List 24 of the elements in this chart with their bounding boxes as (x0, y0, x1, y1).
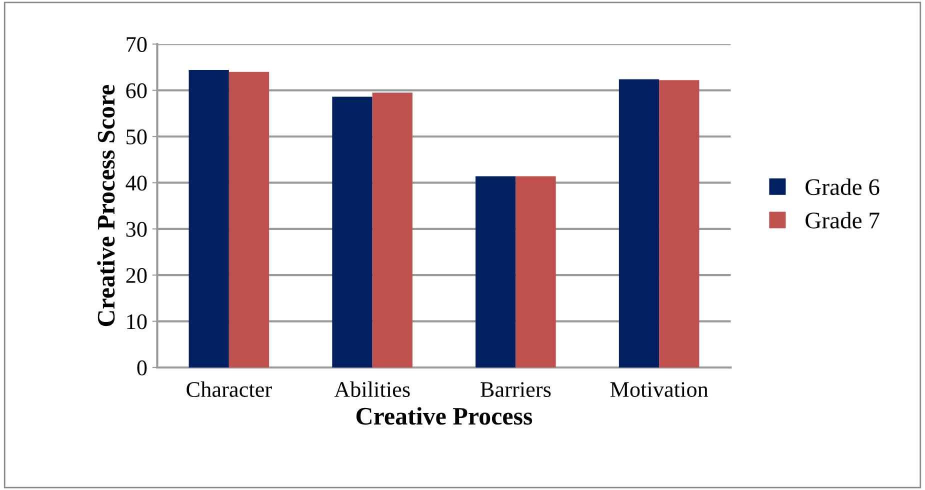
y-tick-label: 30 (126, 222, 147, 237)
legend-label: Grade 7 (806, 212, 880, 228)
bar (618, 79, 660, 368)
y-axis-title: Creative Process Score (97, 84, 115, 326)
x-axis-title: Creative Process (356, 407, 532, 425)
bar (188, 70, 229, 368)
y-tick-label: 40 (126, 176, 147, 191)
y-tick-label: 20 (126, 268, 147, 284)
x-tick-label: Abilities (334, 381, 410, 398)
x-tick-label: Barriers (480, 382, 551, 398)
x-tick-label: Motivation (610, 382, 708, 398)
bar (659, 80, 700, 368)
bar (332, 96, 372, 368)
y-tick-label: 50 (126, 129, 147, 144)
y-tick-label: 60 (126, 83, 147, 98)
bar (516, 176, 556, 368)
legend-label: Grade 6 (806, 178, 880, 196)
bar (372, 92, 412, 368)
y-tick-label: 10 (127, 314, 147, 330)
bar (476, 176, 516, 368)
y-tick-label: 0 (137, 360, 147, 376)
x-tick-label: Character (186, 381, 272, 398)
y-tick-label: 70 (126, 37, 147, 52)
bar (228, 72, 270, 368)
